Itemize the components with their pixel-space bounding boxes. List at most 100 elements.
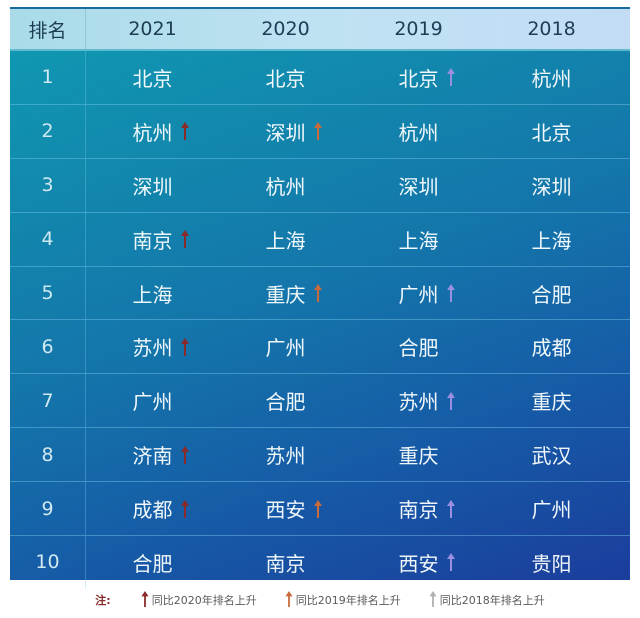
table-row: 9 成都 西安 南京 广州 — [10, 482, 630, 537]
city-cell-2019: 西安 — [352, 536, 485, 589]
up-arrow-icon — [429, 590, 437, 610]
city-cell-2019: 合肥 — [352, 320, 485, 373]
table-row: 3 深圳 杭州 深圳 深圳 — [10, 158, 630, 213]
legend-item-2019: 同比2019年排名上升 — [285, 590, 401, 610]
up-arrow-icon — [141, 590, 149, 610]
city-label: 杭州 — [398, 120, 439, 145]
city-cell-2018: 杭州 — [485, 51, 618, 104]
city-cell-2021: 北京 — [86, 51, 219, 104]
rank-up-arrow-icon — [313, 284, 322, 302]
table-body: 1 北京 北京 北京 杭州 2 杭州 深圳 杭州 北京 3 深圳 杭州 深圳 深圳 4 南京 上海 上海 上海 5 上海重… — [10, 51, 630, 589]
up-arrow-icon — [285, 590, 293, 610]
city-label: 重庆 — [531, 390, 572, 415]
table-row: 7 广州 合肥 苏州 重庆 — [10, 374, 630, 429]
city-cell-2018: 贵阳 — [485, 536, 618, 589]
table-row: 1 北京 北京 北京 杭州 — [10, 51, 630, 105]
legend-label: 同比2020年排名上升 — [151, 594, 257, 607]
city-name: 杭州 — [399, 117, 439, 146]
city-label: 重庆 — [398, 444, 439, 469]
city-label: 南京 — [398, 498, 439, 523]
city-cell-2018: 成都 — [485, 320, 618, 373]
city-label: 杭州 — [265, 174, 306, 199]
city-name: 合肥 — [133, 548, 173, 577]
city-name: 深圳 — [266, 117, 322, 146]
city-cell-2020: 北京 — [219, 51, 352, 104]
city-name: 济南 — [133, 440, 189, 469]
city-cell-2020: 深圳 — [219, 105, 352, 158]
city-label: 深圳 — [132, 174, 173, 199]
city-name: 上海 — [133, 279, 173, 308]
rank-cell: 5 — [10, 266, 86, 320]
city-label: 南京 — [132, 228, 173, 253]
city-cell-2021: 杭州 — [86, 105, 219, 158]
city-label: 杭州 — [132, 120, 173, 145]
legend-item-2018: 同比2018年排名上升 — [429, 590, 545, 610]
city-name: 广州 — [266, 332, 306, 361]
city-label: 合肥 — [265, 390, 306, 415]
city-name: 北京 — [532, 117, 572, 146]
city-cell-2018: 武汉 — [485, 428, 618, 481]
rank-up-arrow-icon — [446, 553, 455, 572]
city-label: 成都 — [132, 498, 173, 523]
city-label: 重庆 — [265, 282, 306, 307]
city-cell-2021: 苏州 — [86, 320, 219, 373]
rank-cell: 9 — [10, 482, 86, 536]
city-name: 成都 — [132, 494, 189, 523]
city-name: 重庆 — [265, 279, 322, 308]
city-cell-2020: 合肥 — [219, 374, 352, 427]
table-row: 5 上海 重庆 广州 合肥 — [10, 266, 630, 321]
city-name: 北京 — [399, 63, 455, 92]
city-cell-2020: 杭州 — [219, 159, 352, 212]
rank-up-arrow-icon — [446, 499, 455, 518]
city-cell-2021: 合肥 — [86, 536, 219, 589]
rank-cell: 2 — [10, 104, 86, 158]
city-cell-2021: 南京 — [86, 213, 219, 266]
rank-cell: 1 — [10, 51, 86, 104]
rank-up-arrow-icon — [180, 230, 189, 249]
city-name: 南京 — [398, 494, 455, 523]
city-label: 深圳 — [531, 174, 572, 199]
city-label: 杭州 — [531, 66, 572, 91]
rank-up-arrow-icon — [180, 445, 189, 464]
city-label: 西安 — [265, 498, 306, 523]
city-name: 贵阳 — [532, 548, 572, 577]
rank-up-arrow-icon — [313, 499, 322, 518]
city-name: 广州 — [532, 494, 572, 523]
city-name: 苏州 — [133, 332, 189, 361]
header-year-2019: 2019 — [394, 18, 443, 40]
legend: 注: 同比2020年排名上升 同比2019年排名上升 同比2018年排名上升 — [0, 590, 640, 610]
city-name: 深圳 — [133, 171, 173, 200]
rank-cell: 7 — [10, 374, 86, 428]
city-name: 北京 — [266, 63, 306, 92]
city-cell-2020: 上海 — [219, 213, 352, 266]
city-name: 南京 — [132, 225, 189, 254]
rank-up-arrow-icon — [180, 122, 189, 141]
table-row: 6 苏州 广州 合肥 成都 — [10, 320, 630, 375]
legend-label: 同比2019年排名上升 — [295, 594, 401, 607]
header-year-2020: 2020 — [261, 18, 310, 40]
city-cell-2019: 苏州 — [352, 374, 485, 427]
city-label: 广州 — [531, 498, 572, 523]
city-label: 深圳 — [398, 174, 439, 199]
table-row: 4 南京 上海 上海 上海 — [10, 212, 630, 267]
city-name: 重庆 — [399, 440, 439, 469]
rank-up-arrow-icon — [180, 337, 189, 356]
city-label: 北京 — [531, 120, 572, 145]
table-row: 10 合肥 南京 西安 贵阳 — [10, 536, 630, 589]
city-label: 南京 — [265, 551, 306, 576]
city-cell-2020: 苏州 — [219, 428, 352, 481]
city-name: 广州 — [133, 386, 173, 415]
city-label: 西安 — [398, 551, 439, 576]
rank-up-arrow-icon — [446, 284, 455, 302]
city-cell-2018: 北京 — [485, 105, 618, 158]
city-cell-2020: 南京 — [219, 536, 352, 589]
city-cell-2018: 重庆 — [485, 374, 618, 427]
city-label: 上海 — [265, 228, 306, 253]
header-rank: 排名 — [10, 9, 86, 49]
city-label: 合肥 — [531, 282, 572, 307]
city-name: 武汉 — [532, 440, 572, 469]
header-year-2018: 2018 — [527, 18, 576, 40]
city-cell-2019: 深圳 — [352, 159, 485, 212]
city-label: 武汉 — [531, 444, 572, 469]
rank-cell: 3 — [10, 158, 86, 212]
